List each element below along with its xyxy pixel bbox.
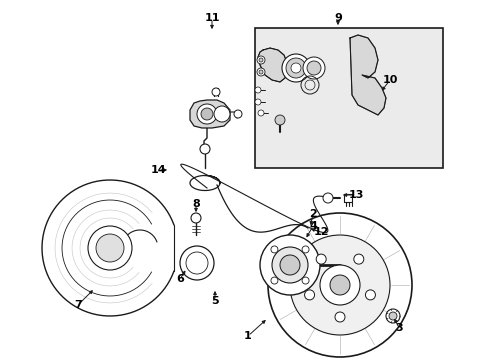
Circle shape (260, 235, 319, 295)
Circle shape (96, 234, 124, 262)
Text: 14: 14 (150, 165, 165, 175)
Circle shape (254, 87, 261, 93)
Circle shape (267, 213, 411, 357)
Text: 1: 1 (244, 331, 251, 341)
Circle shape (280, 255, 299, 275)
Circle shape (282, 54, 309, 82)
Circle shape (316, 254, 325, 264)
Text: 12: 12 (313, 227, 328, 237)
Circle shape (259, 58, 263, 62)
Circle shape (302, 277, 308, 284)
Circle shape (270, 277, 277, 284)
Circle shape (258, 110, 264, 116)
Circle shape (201, 108, 213, 120)
Circle shape (304, 290, 314, 300)
Circle shape (353, 254, 363, 264)
Circle shape (191, 213, 201, 223)
Polygon shape (349, 35, 385, 115)
Circle shape (254, 99, 261, 105)
Circle shape (388, 312, 396, 320)
Polygon shape (190, 100, 229, 128)
Circle shape (257, 56, 264, 64)
Circle shape (306, 61, 320, 75)
Circle shape (259, 70, 263, 74)
Circle shape (365, 290, 375, 300)
Circle shape (303, 57, 325, 79)
Circle shape (270, 246, 277, 253)
Circle shape (234, 110, 242, 118)
Circle shape (274, 115, 285, 125)
Circle shape (289, 235, 389, 335)
Circle shape (319, 265, 359, 305)
Circle shape (385, 309, 399, 323)
Circle shape (290, 63, 301, 73)
Bar (254, 28, 442, 168)
Circle shape (302, 246, 308, 253)
Circle shape (200, 144, 209, 154)
Circle shape (334, 312, 345, 322)
Circle shape (197, 104, 217, 124)
Text: 10: 10 (382, 75, 397, 85)
Text: 2: 2 (308, 209, 316, 219)
Circle shape (212, 88, 220, 96)
Text: 3: 3 (394, 323, 402, 333)
Text: 4: 4 (308, 221, 316, 231)
Circle shape (214, 106, 229, 122)
Text: 6: 6 (176, 274, 183, 284)
Circle shape (257, 68, 264, 76)
Circle shape (329, 275, 349, 295)
Polygon shape (258, 48, 287, 82)
Circle shape (285, 58, 305, 78)
Text: 11: 11 (204, 13, 219, 23)
Text: 7: 7 (74, 300, 81, 310)
Text: 8: 8 (192, 199, 200, 209)
Text: 5: 5 (211, 296, 218, 306)
Circle shape (88, 226, 132, 270)
Text: 13: 13 (347, 190, 363, 200)
Circle shape (323, 193, 332, 203)
Text: 9: 9 (333, 13, 341, 23)
Circle shape (271, 247, 307, 283)
